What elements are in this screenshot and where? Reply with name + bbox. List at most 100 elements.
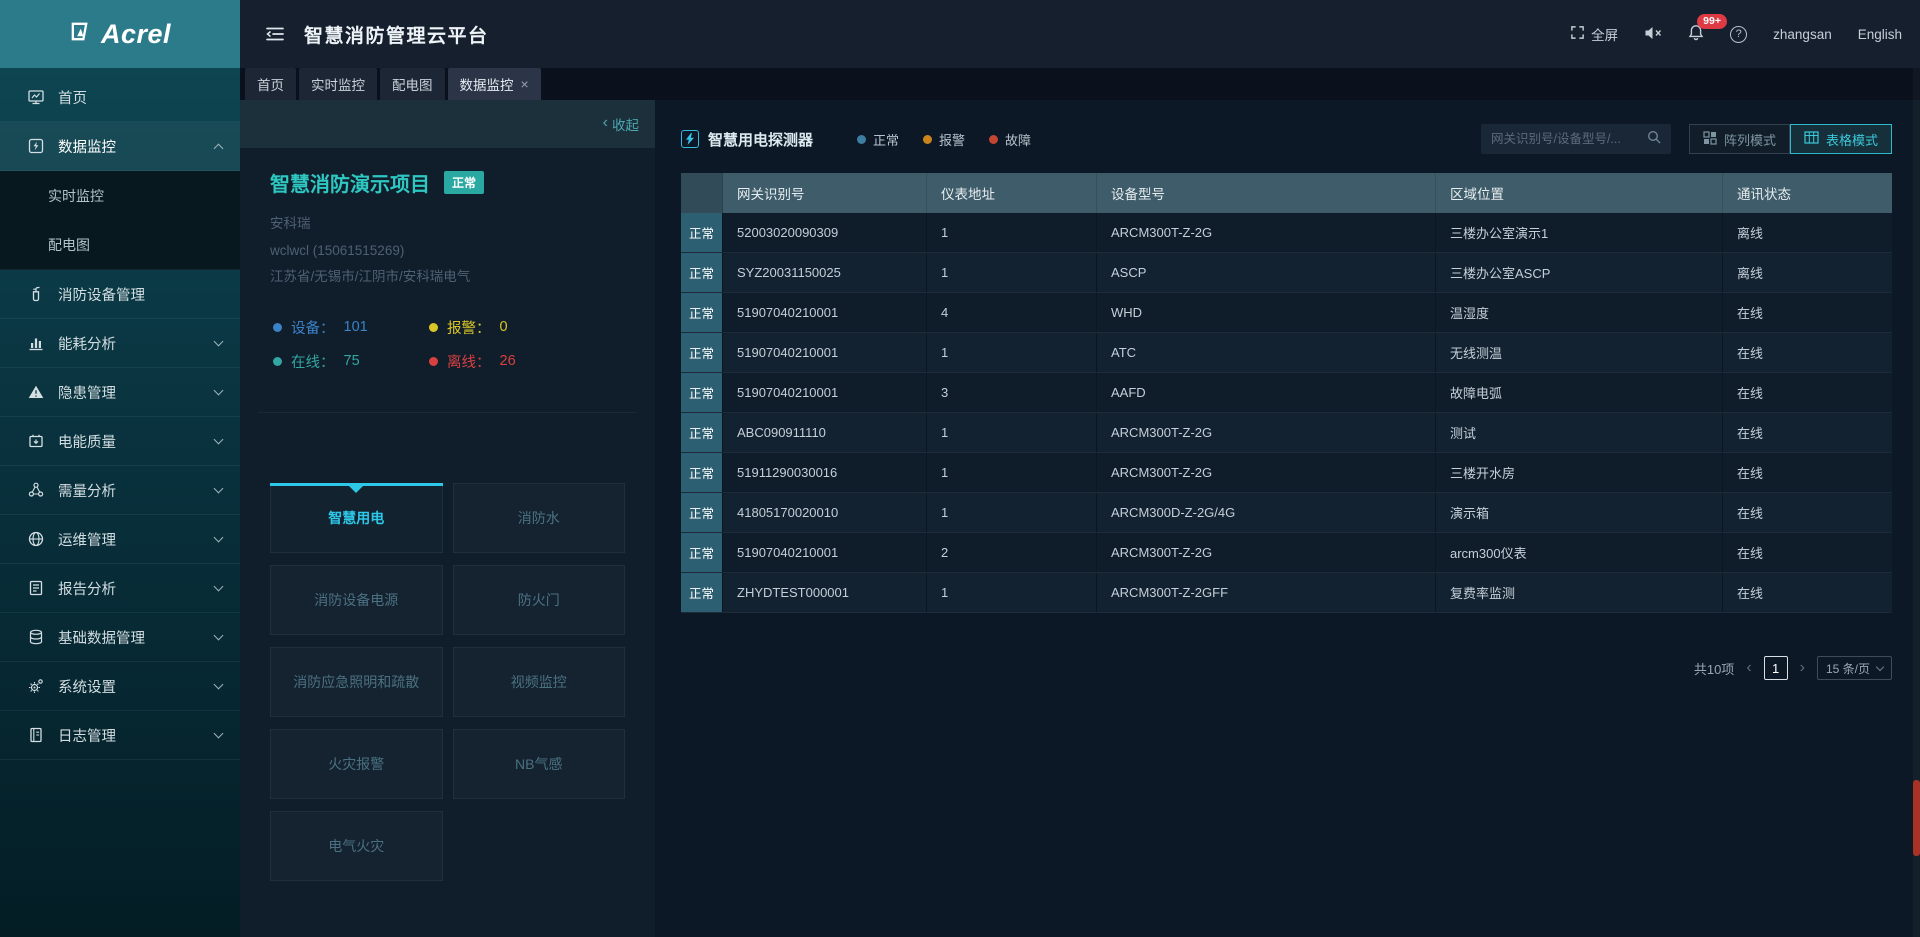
category-button[interactable]: 火灾报警 [270, 728, 443, 799]
stat-value: 101 [343, 319, 368, 335]
row-status: 正常 [681, 213, 723, 252]
legend-dot [989, 134, 999, 144]
category-button[interactable]: 消防应急照明和疏散 [270, 646, 443, 717]
row-device-model: ATC [1097, 333, 1436, 372]
table-row[interactable]: 正常 51907040210001 1 ATC 无线测温 在线 [681, 333, 1892, 373]
mute-button[interactable] [1644, 26, 1662, 43]
sidebar-item[interactable]: 日志管理 [0, 711, 240, 760]
stat-item: 报警： 0 [429, 317, 625, 338]
header-actions: 全屏 99+ ? zhangsan English [1570, 14, 1920, 44]
sidebar-subitem[interactable]: 配电图 [0, 220, 240, 269]
brand-logo: Acrel [0, 0, 240, 68]
sidebar-item[interactable]: 报告分析 [0, 564, 240, 613]
tab[interactable]: 首页 [245, 68, 296, 100]
category-label: 电气火灾 [328, 837, 385, 854]
sidebar-item[interactable]: 首页 [0, 73, 240, 122]
battery-icon [26, 432, 45, 451]
project-status-badge: 正常 [444, 171, 485, 194]
chevron-down-icon [213, 336, 224, 347]
array-mode-button[interactable]: 阵列模式 [1688, 124, 1790, 154]
sidebar-subitem[interactable]: 实时监控 [0, 171, 240, 220]
stat-item: 在线： 75 [273, 351, 429, 372]
stat-item: 离线： 26 [429, 351, 625, 372]
sidebar-subitem-label: 实时监控 [48, 187, 104, 204]
tab[interactable]: 实时监控 [299, 68, 377, 100]
brand-logo-text: Acrel [100, 18, 172, 49]
table-mode-button[interactable]: 表格模式 [1789, 124, 1892, 154]
table-header-cell: 通讯状态 [1737, 187, 1791, 202]
row-device-model: ARCM300T-Z-2G [1097, 213, 1436, 252]
category-button[interactable]: 智慧用电 [270, 482, 443, 553]
fullscreen-button[interactable]: 全屏 [1570, 24, 1618, 44]
row-meter-address: 1 [927, 213, 1097, 252]
category-button[interactable]: 视频监控 [452, 646, 625, 717]
sidebar-item[interactable]: 运维管理 [0, 515, 240, 564]
sidebar-item-label: 运维管理 [58, 532, 116, 549]
row-gateway-id: 51907040210001 [723, 373, 927, 412]
view-mode-switch: 阵列模式 表格模式 [1688, 124, 1892, 154]
page-size-select[interactable]: 15 条/页 [1816, 656, 1892, 680]
sidebar-subitem-label: 配电图 [48, 236, 90, 253]
row-meter-address: 1 [927, 253, 1097, 292]
table-row[interactable]: 正常 41805170020010 1 ARCM300D-Z-2G/4G 演示箱… [681, 493, 1892, 533]
table-row[interactable]: 正常 SYZ20031150025 1 ASCP 三楼办公室ASCP 离线 [681, 253, 1892, 293]
legend-dot [923, 134, 933, 144]
row-comm-status: 在线 [1737, 346, 1764, 361]
legend-dot [857, 134, 867, 144]
search-icon[interactable] [1647, 130, 1661, 149]
row-location: 无线测温 [1436, 333, 1723, 372]
table-row[interactable]: 正常 51911290030016 1 ARCM300T-Z-2G 三楼开水房 … [681, 453, 1892, 493]
row-status: 正常 [681, 453, 723, 492]
row-gateway-id: 51907040210001 [723, 333, 927, 372]
project-panel: ‹ 收起 智慧消防演示项目 正常 安科瑞 wclwcl (15061515269… [240, 100, 655, 937]
stat-dot [273, 356, 282, 366]
help-icon[interactable]: ? [1730, 25, 1748, 43]
legend-label: 报警 [939, 132, 966, 148]
sidebar-item[interactable]: 基础数据管理 [0, 613, 240, 662]
sidebar-item[interactable]: 数据监控 [0, 122, 240, 171]
search-input[interactable] [1490, 132, 1647, 146]
sidebar-item[interactable]: 系统设置 [0, 662, 240, 711]
legend-item: 报警 [923, 130, 965, 149]
next-page-button[interactable]: › [1799, 659, 1805, 676]
menu-fold-icon[interactable] [264, 25, 286, 43]
tab[interactable]: 数据监控 × [447, 68, 541, 100]
sidebar-item[interactable]: 需量分析 [0, 466, 240, 515]
row-device-model: ASCP [1097, 253, 1436, 292]
divider [258, 411, 637, 413]
tab[interactable]: 配电图 [380, 68, 445, 100]
sidebar-item[interactable]: 电能质量 [0, 417, 240, 466]
collapse-panel-button[interactable]: ‹ 收起 [603, 114, 639, 134]
sidebar-item[interactable]: 能耗分析 [0, 319, 240, 368]
tab-close-icon[interactable]: × [520, 76, 529, 92]
notifications-button[interactable]: 99+ [1688, 14, 1727, 44]
table-row[interactable]: 正常 52003020090309 1 ARCM300T-Z-2G 三楼办公室演… [681, 213, 1892, 253]
table-row[interactable]: 正常 ABC090911110 1 ARCM300T-Z-2G 测试 在线 [681, 413, 1892, 453]
tab-label: 数据监控 [459, 78, 514, 93]
sidebar-item[interactable]: 隐患管理 [0, 368, 240, 417]
tab-label: 实时监控 [311, 78, 365, 93]
category-button[interactable]: 消防设备电源 [270, 564, 443, 635]
category-button[interactable]: 防火门 [452, 564, 625, 635]
table-row[interactable]: 正常 ZHYDTEST000001 1 ARCM300T-Z-2GFF 复费率监… [681, 573, 1892, 613]
prev-page-button[interactable]: ‹ [1746, 659, 1752, 676]
category-label: 视频监控 [510, 673, 567, 690]
table-row[interactable]: 正常 51907040210001 4 WHD 温湿度 在线 [681, 293, 1892, 333]
pagination-total: 共10项 [1693, 661, 1735, 677]
project-company: 安科瑞 [270, 216, 311, 231]
table-row[interactable]: 正常 51907040210001 3 AAFD 故障电弧 在线 [681, 373, 1892, 413]
category-button[interactable]: 电气火灾 [270, 810, 443, 881]
username[interactable]: zhangsan [1773, 26, 1832, 42]
row-comm-status: 在线 [1737, 586, 1764, 601]
row-meter-address: 1 [927, 333, 1097, 372]
project-address: 江苏省/无锡市/江阴市/安科瑞电气 [270, 269, 471, 284]
row-comm-status: 在线 [1737, 466, 1764, 481]
stat-dot [429, 356, 438, 366]
current-page[interactable]: 1 [1763, 656, 1788, 680]
sidebar-item[interactable]: 消防设备管理 [0, 270, 240, 319]
category-button[interactable]: NB气感 [452, 728, 625, 799]
language-switch[interactable]: English [1857, 26, 1902, 42]
scrollbar-thumb[interactable] [1913, 780, 1920, 856]
table-row[interactable]: 正常 51907040210001 2 ARCM300T-Z-2G arcm30… [681, 533, 1892, 573]
category-button[interactable]: 消防水 [452, 482, 625, 553]
